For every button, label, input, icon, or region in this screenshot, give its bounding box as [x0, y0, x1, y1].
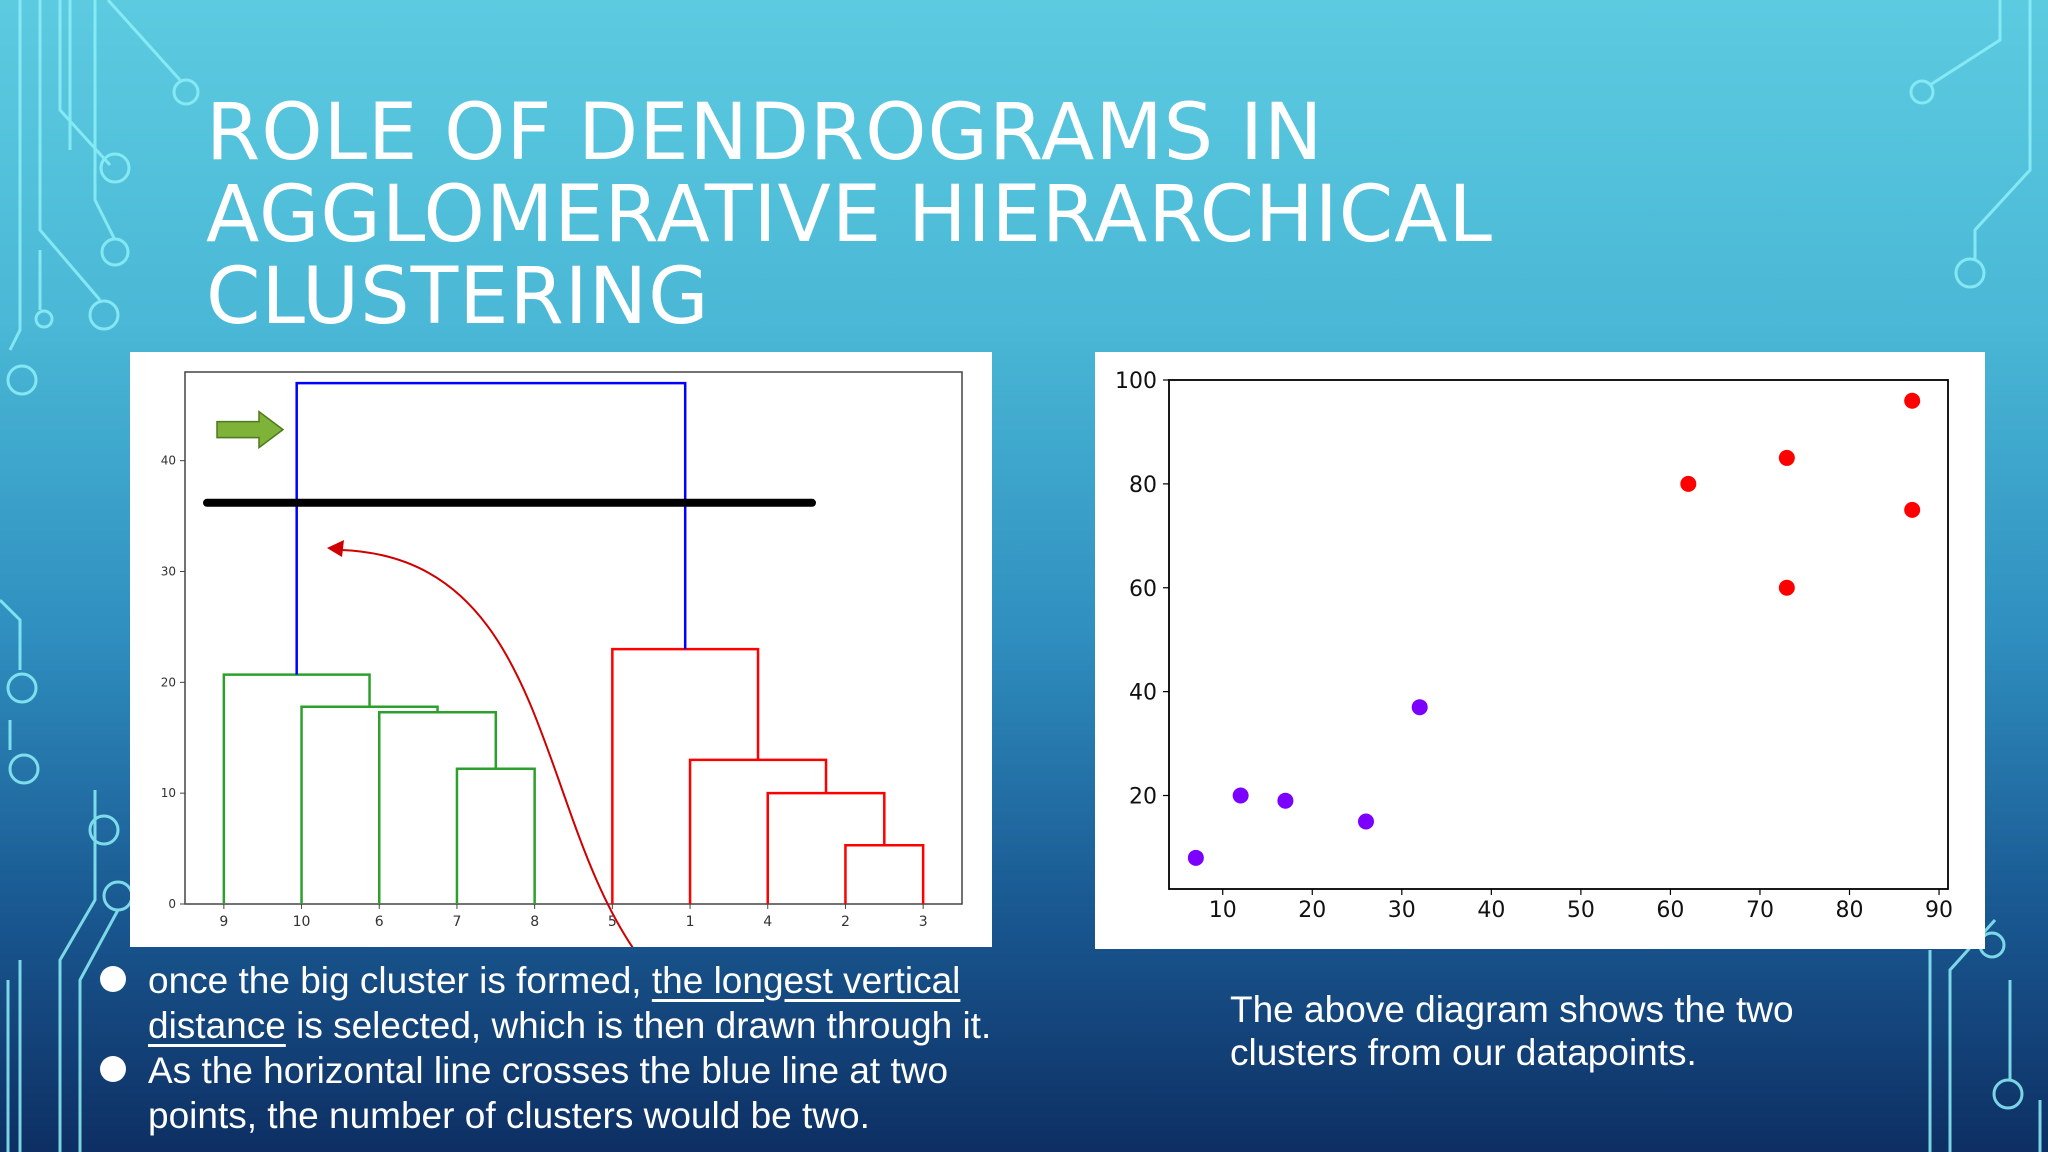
bullet-dot [100, 966, 126, 992]
y-tick-label: 100 [1115, 369, 1157, 394]
dendrogram-link [768, 793, 885, 904]
y-tick-label: 60 [1129, 577, 1157, 602]
scatter-point [1277, 793, 1293, 809]
y-tick-label: 20 [161, 675, 176, 689]
scatter-point [1188, 850, 1204, 866]
dendrogram-link [690, 760, 826, 904]
leaf-label: 5 [608, 914, 617, 930]
x-tick-label: 90 [1925, 898, 1953, 923]
bullet-text-pre: once the big cluster is formed, [148, 960, 652, 1001]
curved-arrow-head-icon [327, 540, 344, 557]
bullet-item: once the big cluster is formed, the long… [100, 958, 1060, 1048]
dendrogram-chart: 0 10 20 30 40 9 10 6 7 8 5 1 4 2 3 [130, 352, 992, 947]
x-tick-label: 60 [1656, 898, 1684, 923]
x-tick-label: 10 [1209, 898, 1237, 923]
dendrogram-link [457, 769, 535, 904]
scatter-chart: 10 20 30 40 50 60 70 80 90 20 40 60 80 100 [1095, 352, 1985, 949]
bullet-item: As the horizontal line crosses the blue … [100, 1048, 1060, 1138]
y-tick-label: 40 [161, 454, 176, 468]
x-tick-label: 70 [1746, 898, 1774, 923]
scatter-caption: The above diagram shows the two clusters… [1230, 988, 1870, 1074]
x-tick-label: 20 [1298, 898, 1326, 923]
y-tick-label: 40 [1129, 681, 1157, 706]
y-tick-label: 10 [161, 786, 176, 800]
leaf-label: 6 [375, 914, 384, 930]
leaf-label: 8 [530, 914, 539, 930]
green-arrow-icon [217, 412, 283, 448]
dendrogram-link [379, 712, 496, 904]
dendrogram-link [845, 845, 923, 904]
leaf-label: 3 [919, 914, 928, 930]
plot-frame [1169, 380, 1948, 889]
dendrogram-link [612, 649, 758, 904]
leaf-label: 9 [219, 914, 228, 930]
slide-title: ROLE OF DENDROGRAMS IN AGGLOMERATIVE HIE… [206, 92, 1506, 338]
y-tick-label: 80 [1129, 473, 1157, 498]
bullet-list: once the big cluster is formed, the long… [100, 958, 1060, 1138]
y-tick-label: 20 [1129, 785, 1157, 810]
x-tick-label: 80 [1836, 898, 1864, 923]
bullet-dot [100, 1056, 126, 1082]
scatter-point [1358, 813, 1374, 829]
bullet-text: As the horizontal line crosses the blue … [148, 1050, 948, 1136]
scatter-point [1904, 393, 1920, 409]
bullet-text-post: is selected, which is then drawn through… [286, 1005, 991, 1046]
scatter-point [1233, 788, 1249, 804]
y-tick-label: 30 [161, 565, 176, 579]
x-tick-label: 40 [1477, 898, 1505, 923]
leaf-label: 2 [841, 914, 850, 930]
dendrogram-link [224, 675, 370, 904]
scatter-point [1904, 502, 1920, 518]
x-tick-label: 30 [1388, 898, 1416, 923]
leaf-label: 10 [293, 914, 311, 930]
scatter-point [1680, 476, 1696, 492]
dendrogram-link [302, 707, 438, 904]
scatter-point [1779, 450, 1795, 466]
leaf-label: 7 [452, 914, 461, 930]
scatter-point [1412, 699, 1428, 715]
leaf-label: 1 [686, 914, 695, 930]
scatter-point [1779, 580, 1795, 596]
leaf-label: 4 [763, 914, 772, 930]
y-tick-label: 0 [168, 897, 176, 911]
x-tick-label: 50 [1567, 898, 1595, 923]
